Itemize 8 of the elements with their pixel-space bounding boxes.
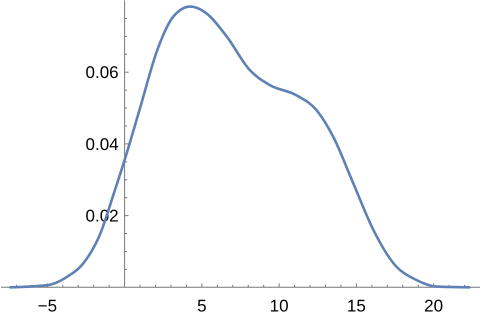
- x-tick-label: −5: [38, 296, 58, 316]
- x-tick-label: 5: [197, 296, 207, 316]
- line-series: [8, 5, 470, 289]
- x-tick-label: 20: [424, 296, 444, 316]
- x-tick-label: 15: [346, 296, 366, 316]
- y-tick-label: 0.06: [86, 63, 119, 82]
- y-tick-label: 0.04: [86, 134, 119, 154]
- x-tick-label: 10: [270, 296, 289, 316]
